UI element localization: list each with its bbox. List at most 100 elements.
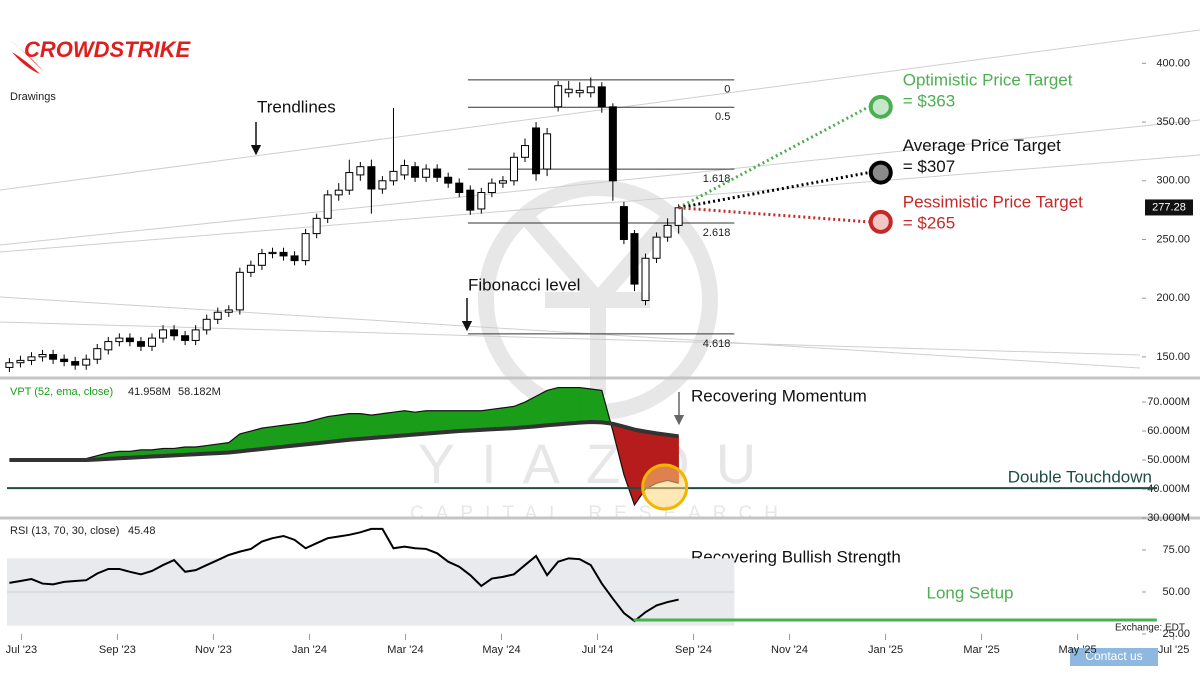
target-label: = $307 <box>903 157 955 176</box>
candle-body <box>411 166 420 178</box>
x-tick-label: Jul '25 <box>1158 644 1189 656</box>
candle-body <box>213 311 222 320</box>
candle-body <box>509 156 518 182</box>
candle-body <box>466 189 475 211</box>
candle-body <box>630 233 639 285</box>
trendline <box>0 119 1200 246</box>
candle-body <box>586 86 595 94</box>
trendline <box>0 321 1141 356</box>
rsi-line <box>9 527 679 623</box>
x-tick-label: Jan '25 <box>868 644 903 656</box>
target-label: = $265 <box>903 213 955 232</box>
candle-body <box>301 233 310 262</box>
target-name: Optimistic Price Target <box>903 70 1073 89</box>
candle-body <box>356 166 365 176</box>
x-tick-label: Sep '23 <box>99 644 136 656</box>
vpt-fill <box>502 406 515 429</box>
contact-button-bg[interactable] <box>1070 648 1158 666</box>
vpt-fill <box>393 410 405 437</box>
candle-body <box>334 189 343 196</box>
candle-body <box>477 192 486 210</box>
candle-body <box>290 255 299 262</box>
x-tick-label: Jan '24 <box>292 644 327 656</box>
vpt-fill <box>470 410 482 431</box>
target-label: = $363 <box>903 91 955 110</box>
trendline <box>0 154 1200 253</box>
contact-button[interactable]: Contact us <box>1070 648 1158 666</box>
candle-body <box>202 318 211 331</box>
vpt-fill <box>294 422 306 446</box>
x-tick-label: Nov '24 <box>771 644 808 656</box>
candle-body <box>422 168 431 178</box>
vpt-fill <box>404 410 416 436</box>
candle-body <box>597 86 606 108</box>
x-tick-label: May '25 <box>1058 644 1096 656</box>
vpt-fill <box>590 388 603 423</box>
fib-label: 4.618 <box>703 338 731 350</box>
candle-body <box>104 341 113 351</box>
x-tick-label: Nov '23 <box>195 644 232 656</box>
candle-body <box>608 106 617 182</box>
vpt-fill <box>360 413 372 440</box>
annotation: Recovering Momentum <box>691 386 867 405</box>
candle-body <box>323 194 332 219</box>
vpt-fill <box>316 416 328 444</box>
candle-body <box>455 182 464 194</box>
target-line <box>677 105 870 210</box>
y-tick-label: 25.00 <box>1162 628 1190 640</box>
x-tick-label: Jul '24 <box>582 644 613 656</box>
vpt-fill <box>349 413 361 441</box>
candle-body <box>564 88 573 94</box>
candle-body <box>38 354 47 358</box>
candle-body <box>641 257 650 302</box>
candle-body <box>389 170 398 182</box>
vpt-fill <box>425 410 438 434</box>
logo-text: CROWDSTRIKE <box>24 37 192 62</box>
candle-body <box>16 359 25 364</box>
logo: CROWDSTRIKE <box>10 37 192 74</box>
candle-body <box>246 264 255 273</box>
y-tick-label: 250.00 <box>1156 233 1190 245</box>
candle-body <box>674 207 683 226</box>
vpt-fill <box>458 410 471 432</box>
contact-button-label[interactable]: Contact us <box>1085 649 1142 663</box>
vpt-fill <box>371 413 383 439</box>
candle-body <box>170 329 179 337</box>
candle-body <box>543 133 552 170</box>
candle-body <box>93 348 102 360</box>
candle-body <box>312 217 321 235</box>
candle-body <box>400 165 409 176</box>
x-tick-label: Sep '24 <box>675 644 712 656</box>
target-line <box>678 206 869 224</box>
candle-body <box>5 362 14 368</box>
vpt-fill <box>382 411 394 438</box>
drawings-label: Drawings <box>10 91 56 103</box>
vpt-fill <box>481 409 493 431</box>
fib-label: 0.5 <box>715 111 730 123</box>
target-name: Average Price Target <box>903 136 1061 155</box>
fib-label: 2.618 <box>703 227 731 239</box>
watermark: YIAZOU CAPITAL RESEARCH <box>410 180 778 524</box>
candle-body <box>619 206 628 240</box>
candle-body <box>433 168 442 178</box>
candle-body <box>257 253 266 266</box>
candle-body <box>147 337 156 347</box>
candle-body <box>125 337 134 343</box>
target-line <box>678 171 870 210</box>
annotation: Trendlines <box>257 97 336 116</box>
vpt-fill <box>447 410 460 433</box>
exchange-label: Exchange: EDT <box>1115 623 1185 634</box>
candle-body <box>378 180 387 190</box>
y-tick-label: 30.000M <box>1147 512 1190 524</box>
vpt-fill <box>272 424 284 449</box>
y-tick-label: 40.000M <box>1147 483 1190 495</box>
trendline <box>0 296 1141 369</box>
candle-body <box>235 271 244 311</box>
candle-body <box>181 335 190 341</box>
vpt-fill <box>546 387 559 426</box>
candle-body <box>444 176 453 184</box>
candle-body <box>115 337 124 343</box>
vpt-readout: 41.958M <box>128 386 171 398</box>
y-tick-label: 400.00 <box>1156 57 1190 69</box>
